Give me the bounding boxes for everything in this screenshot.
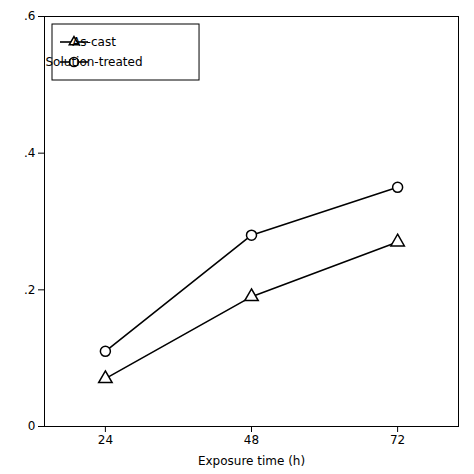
svg-text:Exposure time (h): Exposure time (h)	[198, 454, 305, 468]
svg-text:As-cast: As-cast	[72, 35, 116, 49]
svg-text:Solution-treated: Solution-treated	[45, 55, 142, 69]
svg-text:24: 24	[98, 433, 113, 447]
svg-text:0: 0	[28, 419, 36, 433]
svg-text:48: 48	[244, 433, 259, 447]
svg-text:.6: .6	[24, 9, 35, 23]
svg-text:.4: .4	[24, 146, 35, 160]
svg-text:72: 72	[390, 433, 405, 447]
svg-text:.2: .2	[24, 283, 35, 297]
